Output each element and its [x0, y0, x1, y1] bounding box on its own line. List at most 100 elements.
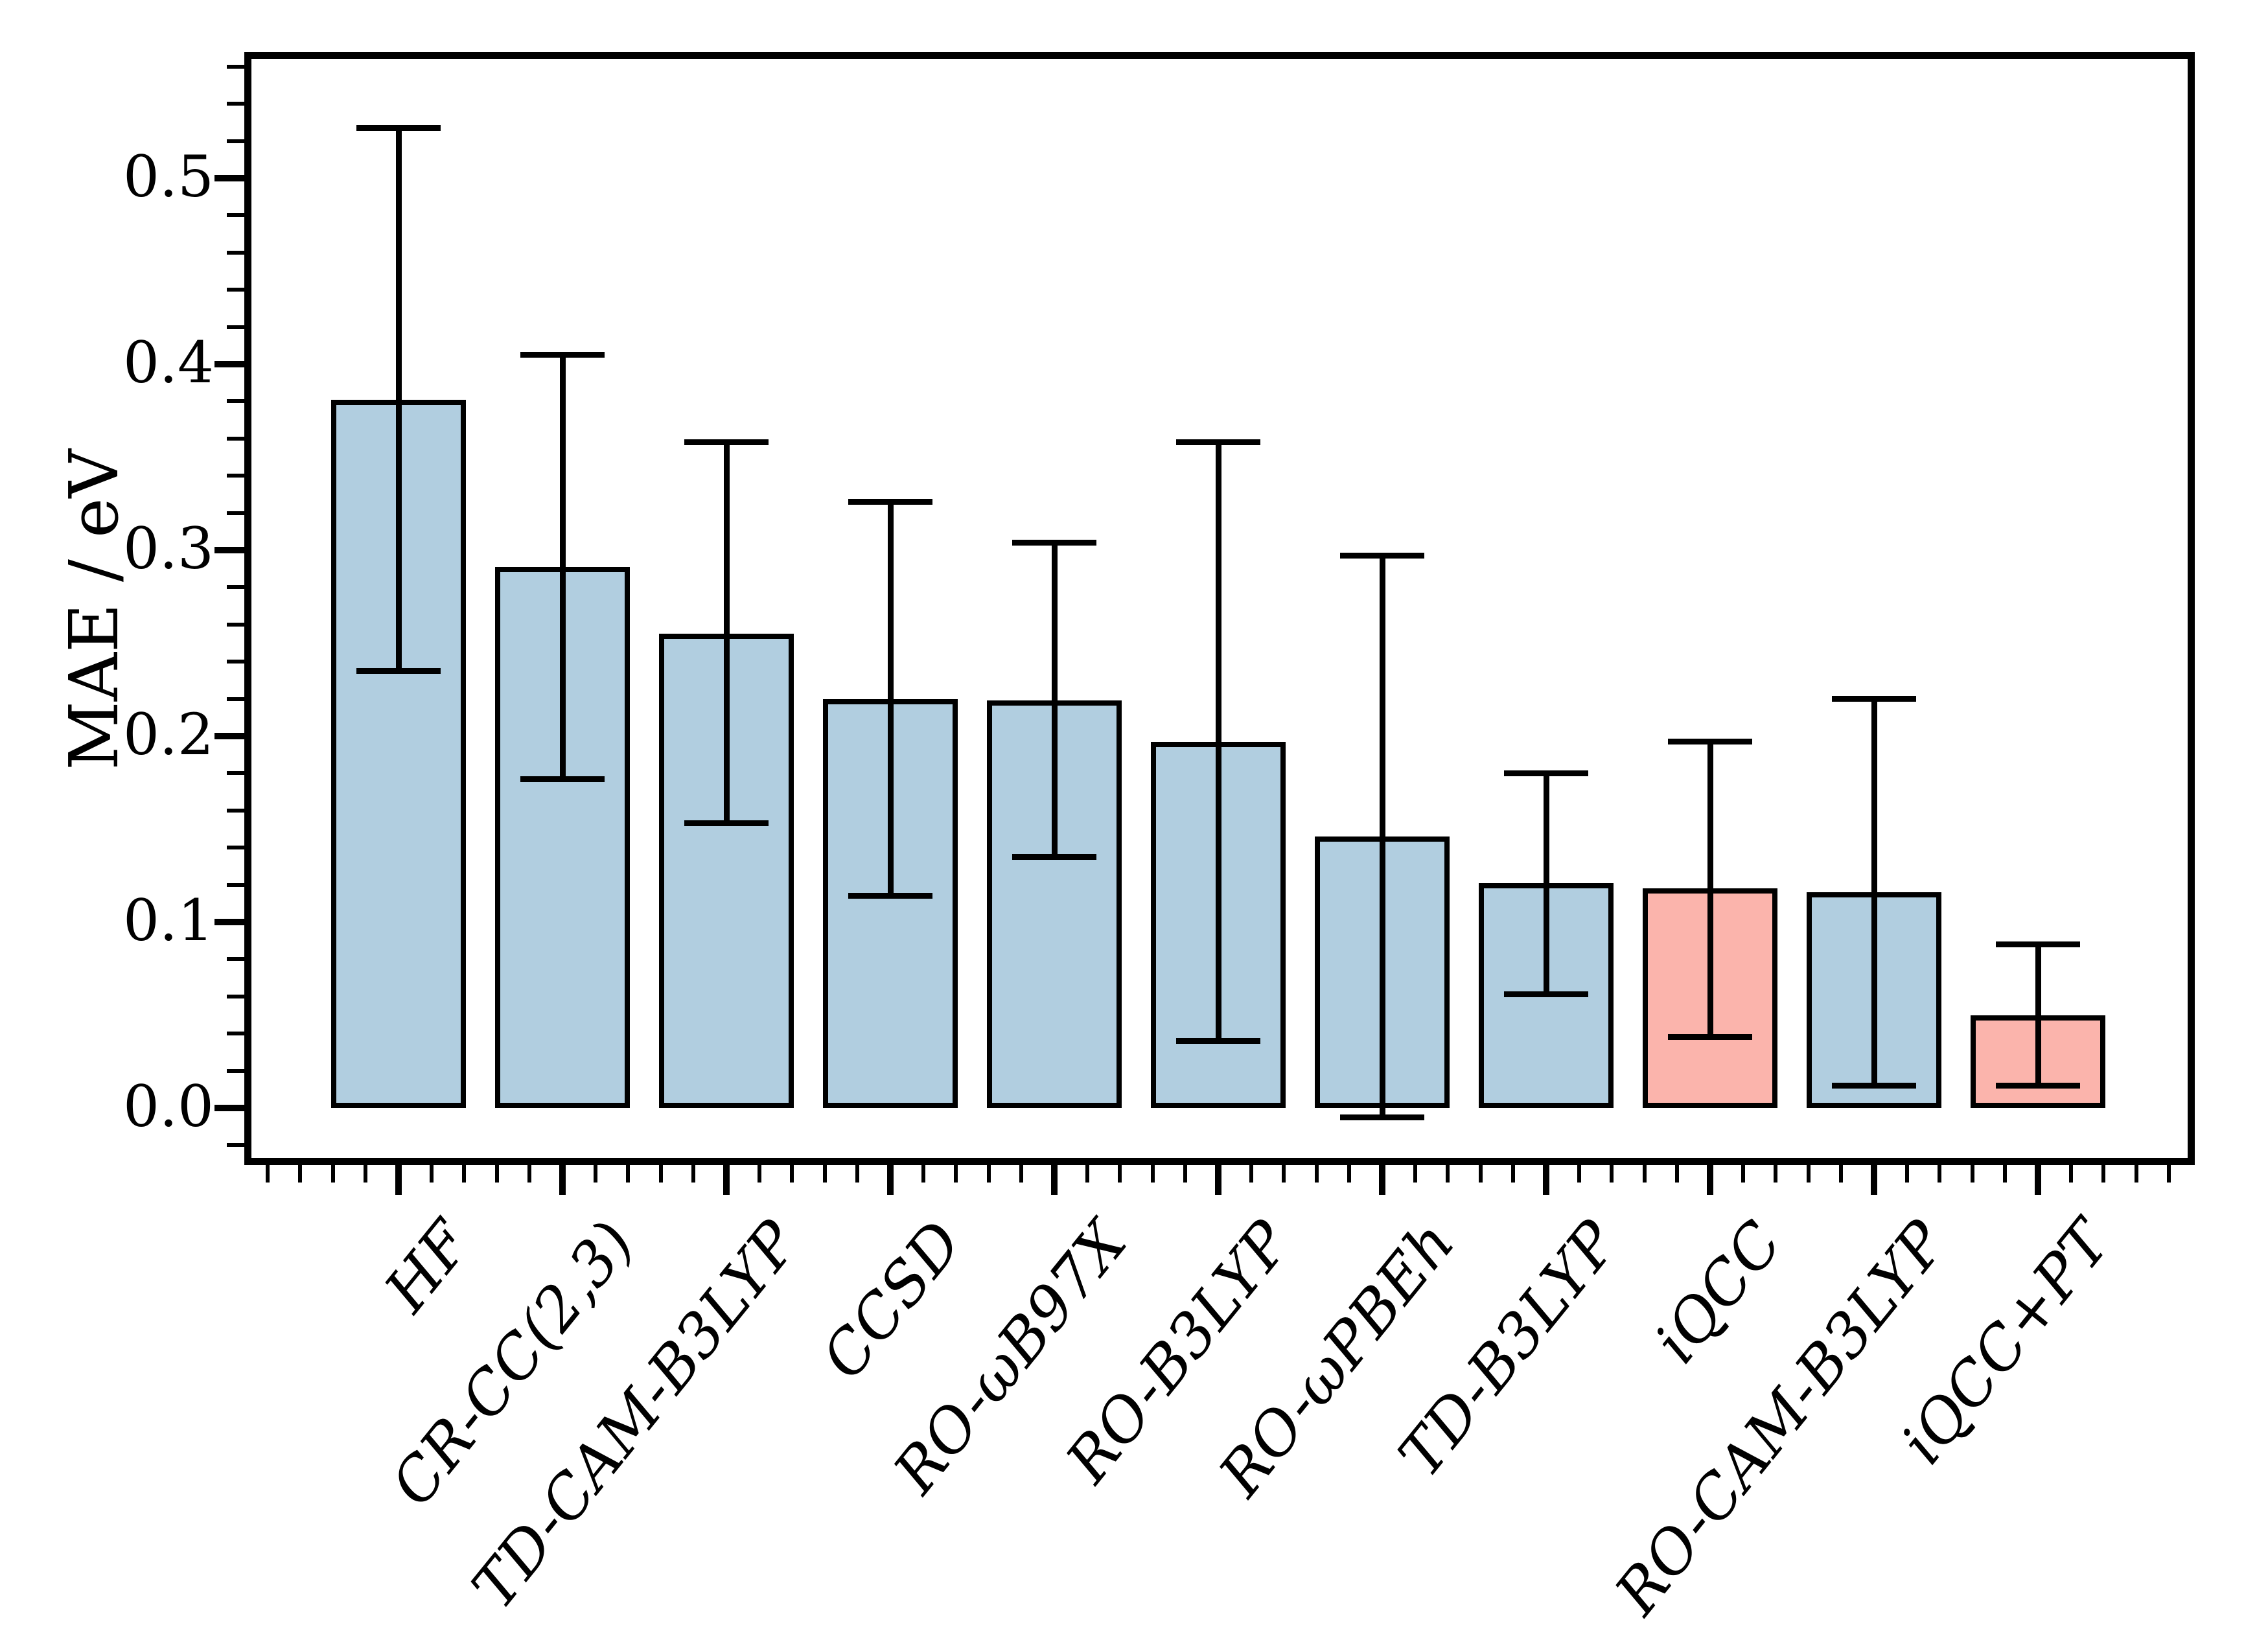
x-minor-tick	[1085, 1165, 1089, 1183]
y-minor-tick	[227, 325, 244, 329]
y-minor-tick	[227, 846, 244, 850]
error-bar-ccsd	[887, 502, 894, 896]
x-minor-tick	[462, 1165, 467, 1183]
y-minor-tick	[227, 808, 244, 813]
x-minor-tick	[2167, 1165, 2171, 1183]
error-cap-lower-cr-cc-2-3-	[520, 776, 605, 782]
x-major-tick	[395, 1165, 402, 1195]
y-major-tick	[214, 1105, 244, 1111]
error-cap-lower-iqcc-pt	[1996, 1083, 2080, 1089]
y-major-tick	[214, 919, 244, 925]
y-minor-tick	[227, 660, 244, 664]
error-bar-cr-cc-2-3-	[559, 354, 566, 779]
y-tick-label: 0.4	[123, 329, 214, 396]
error-cap-lower-ccsd	[848, 893, 932, 899]
x-minor-tick	[986, 1165, 991, 1183]
error-cap-lower-ro-b3lyp	[1176, 1038, 1260, 1044]
x-minor-tick	[1675, 1165, 1680, 1183]
error-bar-ro-b97x	[1051, 542, 1058, 857]
x-minor-tick	[1970, 1165, 1974, 1183]
x-minor-tick	[790, 1165, 794, 1183]
x-minor-tick	[626, 1165, 631, 1183]
y-major-tick	[214, 361, 244, 367]
error-cap-upper-td-cam-b3lyp	[684, 439, 769, 446]
x-major-tick	[1871, 1165, 1877, 1195]
y-minor-tick	[227, 622, 244, 627]
x-minor-tick	[298, 1165, 303, 1183]
error-cap-lower-hf	[356, 668, 441, 675]
x-minor-tick	[1118, 1165, 1122, 1183]
y-minor-tick	[227, 585, 244, 590]
x-minor-tick	[1938, 1165, 1942, 1183]
x-minor-tick	[855, 1165, 860, 1183]
x-major-tick	[1379, 1165, 1385, 1195]
error-bar-ro-pbeh	[1379, 555, 1385, 1118]
plot-area	[244, 52, 2195, 1165]
y-minor-tick	[227, 1143, 244, 1148]
x-minor-tick	[1019, 1165, 1024, 1183]
x-minor-tick	[1904, 1165, 1909, 1183]
x-minor-tick	[2101, 1165, 2106, 1183]
error-cap-upper-ro-b3lyp	[1176, 439, 1260, 446]
error-cap-lower-ro-cam-b3lyp	[1832, 1083, 1916, 1089]
error-bar-iqcc	[1707, 741, 1713, 1037]
y-tick-label: 0.1	[123, 887, 214, 954]
error-cap-lower-ro-pbeh	[1340, 1114, 1424, 1120]
y-tick-label: 0.3	[123, 515, 214, 582]
x-minor-tick	[2068, 1165, 2073, 1183]
error-bar-ro-cam-b3lyp	[1871, 698, 1877, 1086]
x-minor-tick	[1249, 1165, 1253, 1183]
x-minor-tick	[494, 1165, 499, 1183]
error-bar-td-cam-b3lyp	[723, 442, 730, 824]
error-cap-upper-iqcc	[1668, 739, 1752, 745]
x-minor-tick	[822, 1165, 827, 1183]
x-minor-tick	[921, 1165, 925, 1183]
x-minor-tick	[429, 1165, 434, 1183]
y-minor-tick	[227, 64, 244, 69]
y-major-tick	[214, 733, 244, 739]
error-cap-lower-td-cam-b3lyp	[684, 820, 769, 827]
x-minor-tick	[330, 1165, 335, 1183]
x-minor-tick	[954, 1165, 958, 1183]
x-minor-tick	[1511, 1165, 1516, 1183]
x-minor-tick	[757, 1165, 761, 1183]
x-minor-tick	[1741, 1165, 1745, 1183]
x-minor-tick	[1610, 1165, 1614, 1183]
x-minor-tick	[1314, 1165, 1319, 1183]
error-cap-upper-td-b3lyp	[1504, 770, 1588, 776]
x-minor-tick	[1642, 1165, 1647, 1183]
x-minor-tick	[527, 1165, 532, 1183]
x-minor-tick	[1282, 1165, 1286, 1183]
error-bar-hf	[395, 128, 402, 671]
y-minor-tick	[227, 474, 244, 478]
y-minor-tick	[227, 957, 244, 962]
x-tick-label-hf: HF	[371, 1208, 484, 1325]
y-minor-tick	[227, 511, 244, 515]
y-minor-tick	[227, 697, 244, 701]
y-minor-tick	[227, 771, 244, 776]
bar-hf	[331, 399, 466, 1108]
x-major-tick	[1707, 1165, 1713, 1195]
x-tick-label-ccsd: CCSD	[809, 1208, 976, 1392]
x-major-tick	[723, 1165, 730, 1195]
x-major-tick	[1215, 1165, 1221, 1195]
x-major-tick	[1543, 1165, 1549, 1195]
y-minor-tick	[227, 994, 244, 998]
error-cap-upper-hf	[356, 125, 441, 131]
y-tick-label: 0.0	[123, 1073, 214, 1140]
y-minor-tick	[227, 139, 244, 143]
y-minor-tick	[227, 399, 244, 404]
y-minor-tick	[227, 213, 244, 218]
error-cap-lower-ro-b97x	[1012, 854, 1096, 860]
x-minor-tick	[2134, 1165, 2138, 1183]
x-major-tick	[1051, 1165, 1058, 1195]
x-minor-tick	[1413, 1165, 1417, 1183]
x-minor-tick	[1774, 1165, 1778, 1183]
y-minor-tick	[227, 250, 244, 255]
error-cap-upper-ro-cam-b3lyp	[1832, 696, 1916, 702]
x-minor-tick	[593, 1165, 597, 1183]
x-minor-tick	[1446, 1165, 1450, 1183]
y-minor-tick	[227, 1068, 244, 1073]
error-cap-lower-iqcc	[1668, 1034, 1752, 1041]
